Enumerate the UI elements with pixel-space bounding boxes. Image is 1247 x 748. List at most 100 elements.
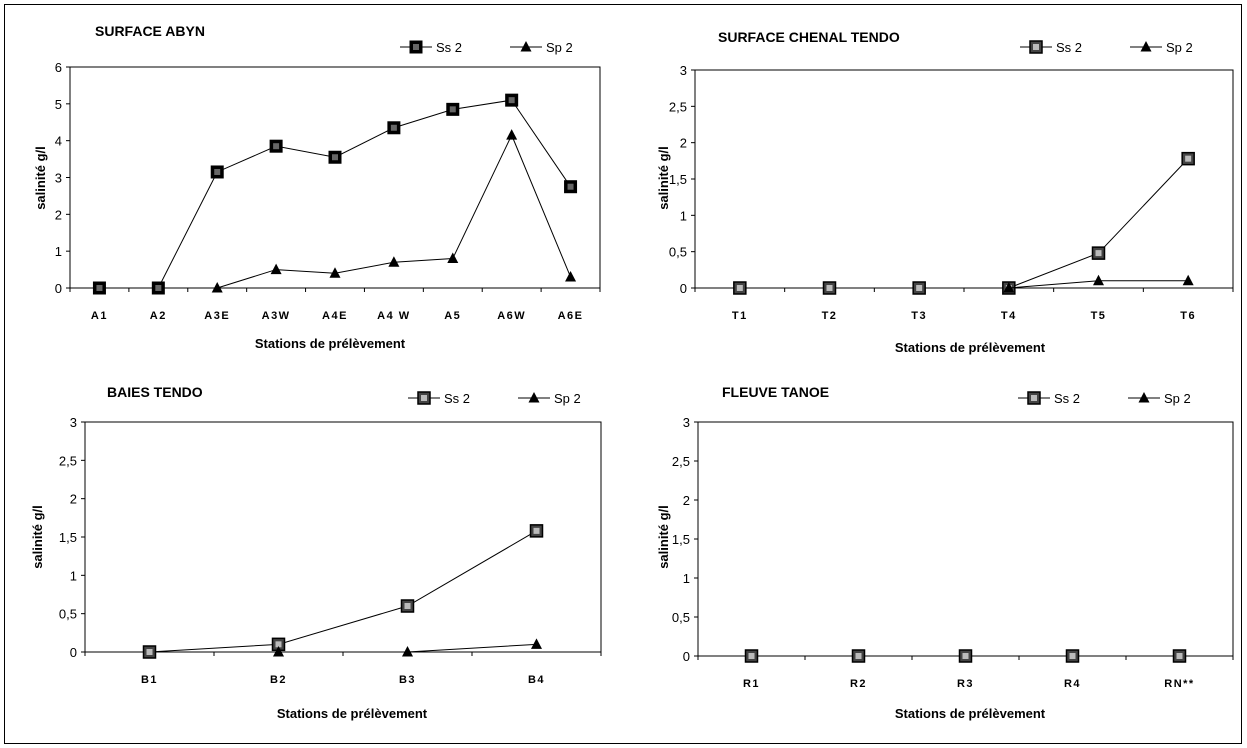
- data-point: [388, 256, 400, 267]
- x-tick-label: A6E: [558, 310, 584, 322]
- x-tick-label: A3W: [262, 310, 291, 322]
- legend-label: Sp 2: [546, 40, 573, 55]
- y-tick-label: 0: [70, 645, 77, 660]
- data-point: [270, 263, 282, 275]
- y-tick-label: 2: [70, 492, 77, 507]
- y-tick-label: 1,5: [672, 532, 690, 547]
- data-point-inner: [533, 527, 540, 534]
- x-axis-title: Stations de prélèvement: [277, 706, 428, 721]
- y-tick-label: 5: [55, 97, 62, 112]
- data-point-inner: [146, 649, 153, 655]
- y-tick-label: 2,5: [669, 99, 687, 114]
- data-point-inner: [567, 183, 574, 190]
- data-point-inner: [214, 168, 221, 175]
- data-point-inner: [1176, 653, 1183, 659]
- series-line: [99, 99, 571, 289]
- x-tick-label: A5: [444, 310, 461, 322]
- chart-3: BAIES TENDO 0 0,5 1 1,5 2 2,5 3 B1 B2 B3 B4 Stations…: [30, 384, 602, 721]
- figure-frame: [4, 4, 1242, 744]
- y-axis-title: salinité g/l: [656, 505, 671, 569]
- x-tick-label: T1: [732, 310, 748, 322]
- data-point-inner: [155, 285, 162, 291]
- legend-marker: [528, 392, 540, 403]
- data-point-inner: [332, 154, 338, 161]
- legend-label: Sp 2: [1166, 40, 1193, 55]
- legend-marker: [1140, 41, 1152, 52]
- plot-area: [694, 69, 1234, 289]
- y-tick-label: 2,5: [672, 454, 690, 469]
- legend: Ss 2 Sp 2: [400, 40, 573, 55]
- x-tick-label: A6W: [497, 310, 526, 322]
- y-tick-label: 3: [55, 171, 62, 186]
- legend: Ss 2 Sp 2: [1020, 40, 1193, 55]
- chart-title: BAIES TENDO: [107, 384, 203, 400]
- y-axis-title: salinité g/l: [30, 505, 45, 569]
- y-tick-label: 4: [55, 134, 62, 149]
- series-ss-2: [733, 151, 1195, 295]
- chart-title: SURFACE ABYN: [95, 23, 205, 39]
- data-point-inner: [1095, 250, 1102, 257]
- x-tick-label: B4: [528, 674, 545, 686]
- x-axis-title: Stations de prélèvement: [895, 340, 1046, 355]
- data-point-inner: [449, 106, 456, 113]
- y-axis-title: salinité g/l: [656, 146, 671, 210]
- x-axis-title: Stations de prélèvement: [255, 336, 406, 351]
- y-tick-label: 0,5: [669, 245, 687, 260]
- legend-marker-inner: [413, 44, 419, 50]
- y-tick-label: 2,5: [59, 453, 77, 468]
- y-tick-label: 3: [680, 63, 687, 78]
- series-sp-2: [211, 129, 577, 293]
- data-point: [211, 282, 223, 293]
- x-tick-label: A4E: [322, 310, 348, 322]
- x-tick-label: B1: [141, 674, 158, 686]
- data-point: [273, 646, 284, 657]
- series-ss-2: [142, 524, 544, 659]
- legend-marker-inner: [421, 395, 427, 401]
- data-point-inner: [390, 124, 397, 131]
- data-point-inner: [736, 285, 743, 291]
- chart-title: SURFACE CHENAL TENDO: [718, 29, 900, 45]
- series-line: [149, 530, 537, 653]
- y-tick-label: 2: [683, 493, 690, 508]
- x-tick-label: A1: [91, 310, 108, 322]
- x-tick-label: A3E: [204, 310, 230, 322]
- x-tick-label: A4 W: [377, 310, 411, 322]
- data-point: [447, 252, 459, 264]
- y-tick-label: 0,5: [59, 607, 77, 622]
- chart-1: SURFACE ABYN 0 1 2 3 4 5 6 A1 A2 A3E A3W A4E A4 W A5 A6…: [33, 23, 601, 351]
- series-ss-2: [744, 649, 1187, 663]
- data-point-inner: [748, 653, 755, 659]
- x-axis-title: Stations de prélèvement: [895, 706, 1046, 721]
- series-line: [739, 158, 1189, 289]
- legend-label: Ss 2: [436, 40, 462, 55]
- data-point-inner: [1069, 653, 1076, 659]
- legend: Ss 2 Sp 2: [1018, 391, 1191, 406]
- x-tick-label: R3: [957, 678, 974, 690]
- data-point: [565, 270, 577, 282]
- legend-marker-inner: [1033, 44, 1039, 50]
- y-tick-label: 0,5: [672, 610, 690, 625]
- y-tick-label: 1: [680, 208, 687, 223]
- x-tick-label: RN**: [1164, 678, 1194, 690]
- x-tick-label: T3: [911, 310, 927, 322]
- plot-area: [84, 421, 602, 653]
- chart-2: SURFACE CHENAL TENDO 0 0,5 1 1,5 2 2,5 3 T1 T2 T3 T…: [656, 29, 1234, 355]
- y-tick-label: 1: [683, 571, 690, 586]
- x-tick-label: R4: [1064, 678, 1081, 690]
- data-point-inner: [96, 285, 103, 291]
- data-point-inner: [508, 97, 515, 104]
- chart-title: FLEUVE TANOE: [722, 384, 829, 400]
- x-tick-label: B2: [270, 674, 287, 686]
- data-point: [531, 638, 542, 649]
- data-point-inner: [962, 653, 969, 659]
- legend-marker-inner: [1031, 395, 1037, 401]
- series-ss-2: [92, 93, 578, 295]
- y-tick-label: 2: [55, 207, 62, 222]
- series-sp-2: [273, 638, 542, 657]
- y-tick-label: 6: [55, 60, 62, 75]
- chart-4: FLEUVE TANOE 0 0,5 1 1,5 2 2,5 3 R1 R2 R3 R4 RN** Sta…: [656, 384, 1234, 721]
- y-tick-label: 1,5: [59, 530, 77, 545]
- x-tick-label: R2: [850, 678, 867, 690]
